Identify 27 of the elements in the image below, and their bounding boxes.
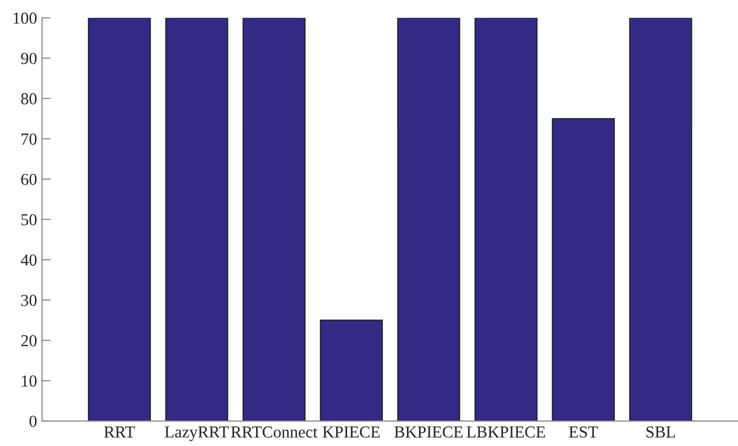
y-tick-label: 10 (22, 375, 37, 387)
y-tick-label: 50 (22, 214, 37, 226)
y-tick-label: 40 (20, 254, 37, 266)
y-tick-label: 70 (22, 133, 37, 145)
bar (474, 18, 538, 422)
bar (397, 18, 460, 422)
y-tick-label: 0 (30, 416, 37, 427)
y-tick-label: 30 (21, 294, 37, 306)
bar (320, 320, 383, 422)
bar (165, 18, 228, 422)
y-tick-label: 80 (21, 93, 37, 104)
x-tick-label: EST (569, 426, 598, 438)
x-tick-label: LBKPIECE (466, 426, 546, 438)
x-tick-label: LazyRRT (164, 426, 229, 441)
y-tick-label: 90 (21, 52, 37, 64)
y-tick-label: 60 (21, 174, 37, 186)
y-tick-label: 20 (21, 335, 37, 346)
x-tick-label: SBL (646, 426, 675, 438)
bar (629, 18, 692, 422)
bar (552, 118, 615, 422)
bar (242, 18, 306, 422)
bar (88, 18, 151, 422)
x-tick-label: RRT (104, 426, 135, 438)
x-tick-label: KPIECE (322, 426, 380, 438)
x-tick-label: BKPIECE (394, 426, 463, 438)
x-tick-label: RRTConnect (231, 426, 318, 438)
y-tick-label: 100 (14, 12, 37, 24)
